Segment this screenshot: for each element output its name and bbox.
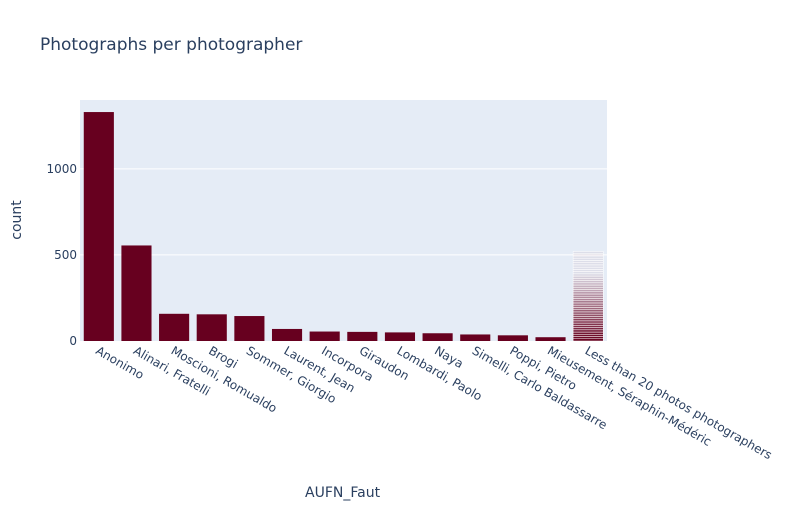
bar-segment (572, 302, 604, 306)
bar-segment (572, 262, 604, 266)
bar-segment (572, 293, 604, 297)
bar-segment (572, 307, 604, 310)
bar (271, 328, 303, 341)
bar-segment (572, 266, 604, 270)
bar (497, 335, 528, 341)
bar (460, 334, 491, 341)
y-axis-ticks: 0 500 1000 (46, 162, 77, 348)
bar-segment (572, 260, 604, 263)
x-tick-label: Mieusement, Séraphin-Médéric (545, 343, 714, 448)
bar-segment (572, 311, 604, 315)
bar (347, 331, 378, 341)
bar (422, 333, 453, 341)
y-tick-label: 500 (54, 248, 77, 262)
x-tick-label: Less than 20 photos photographers (583, 343, 775, 462)
bar (159, 313, 190, 341)
bar-segment (572, 278, 604, 281)
y-axis-title: count (9, 200, 25, 240)
bar-segment (572, 255, 604, 259)
bar-segment (572, 269, 604, 272)
bar (309, 331, 340, 341)
bar-segment (572, 271, 604, 275)
bar-segment (572, 291, 604, 295)
bar (83, 112, 114, 341)
bar-segment (572, 295, 604, 299)
bar-segment (572, 287, 604, 290)
bar-segment (572, 273, 604, 277)
bar-segment (572, 322, 604, 326)
bar-segment (572, 304, 604, 308)
bar (384, 332, 416, 341)
x-axis-title: AUFN_Faut (305, 485, 381, 501)
bar-segment (572, 318, 604, 322)
chart-title: Photographs per photographer (40, 35, 302, 55)
bar-segment (572, 300, 604, 304)
bar-segment (572, 309, 604, 313)
bar-segment (572, 298, 604, 301)
bar (234, 316, 265, 341)
bar-segment (572, 313, 604, 317)
bar-segment (572, 334, 604, 337)
plot-area (80, 100, 607, 341)
bar-segment (572, 251, 604, 254)
y-tick-label: 1000 (46, 162, 77, 176)
bar-segment (572, 257, 604, 261)
bar-segment (572, 284, 604, 288)
bar-segment (572, 329, 604, 333)
bar-segment (572, 336, 604, 340)
bar-stacked (572, 251, 604, 342)
bar-segment (572, 280, 604, 284)
bar (121, 245, 152, 341)
y-tick-label: 0 (69, 334, 77, 348)
bar-segment (572, 316, 604, 319)
bar-segment (572, 331, 604, 335)
bar-segment (572, 264, 604, 268)
bar-segment (572, 338, 604, 342)
bar (196, 314, 227, 341)
gridlines (80, 168, 607, 256)
bar-segment (572, 325, 604, 328)
bar-segment (572, 320, 604, 324)
bars (83, 112, 604, 342)
bar-segment (572, 289, 604, 293)
bar-segment (572, 253, 604, 257)
bar-segment (572, 282, 604, 286)
bar-segment (572, 327, 604, 331)
bar (535, 337, 566, 341)
bar-segment (572, 275, 604, 279)
